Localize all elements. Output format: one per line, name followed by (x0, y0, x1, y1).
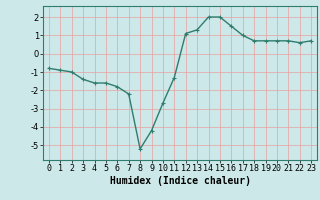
X-axis label: Humidex (Indice chaleur): Humidex (Indice chaleur) (109, 176, 251, 186)
